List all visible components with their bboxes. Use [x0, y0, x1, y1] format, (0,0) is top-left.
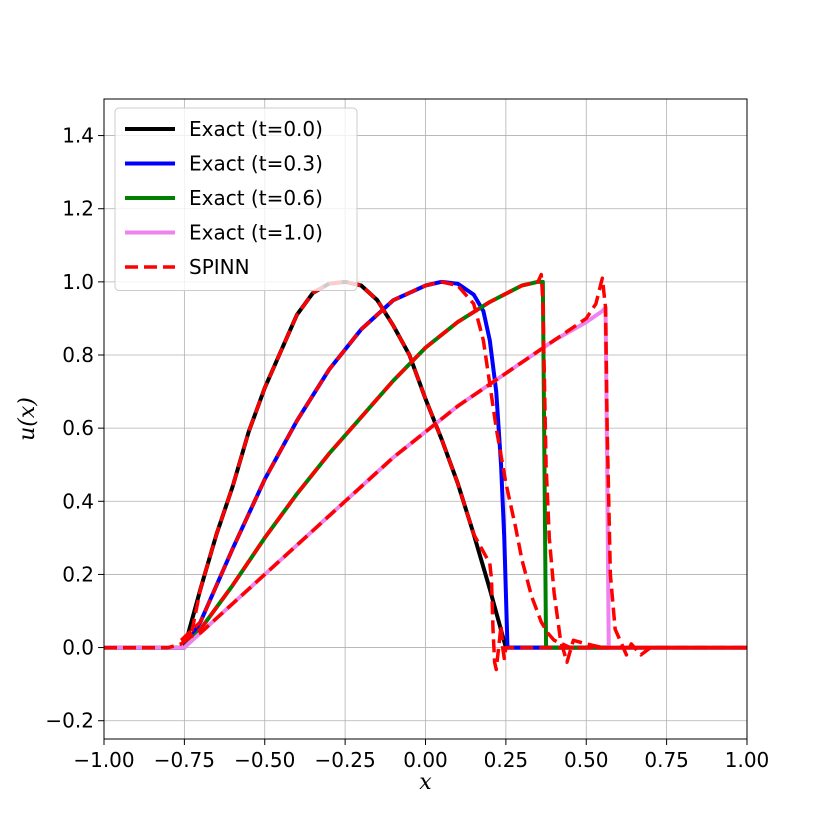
x-tick-label: −0.50 — [234, 748, 295, 772]
y-axis-label: u(x) — [15, 397, 40, 441]
y-tick-label: 0.6 — [62, 416, 94, 440]
series-line-spinn-1 — [104, 280, 747, 672]
legend: Exact (t=0.0) Exact (t=0.3) Exact (t=0.6) E… — [114, 107, 358, 291]
y-axis: −0.2 0.0 0.2 0.4 0.6 0.8 1.0 1.2 1.4 — [45, 124, 104, 733]
y-tick-label: 1.2 — [62, 197, 94, 221]
y-tick-label: −0.2 — [45, 709, 94, 733]
x-axis-label: x — [419, 770, 432, 795]
grid-lines — [103, 99, 748, 739]
x-tick-label: −0.25 — [314, 748, 375, 772]
x-tick-label: −1.00 — [73, 748, 134, 772]
x-tick-label: 1.00 — [725, 748, 770, 772]
y-tick-label: 1.0 — [62, 270, 94, 294]
y-tick-label: 1.4 — [62, 124, 94, 148]
series-line-spinn-2 — [179, 280, 747, 650]
y-tick-label: 0.0 — [62, 636, 94, 660]
x-tick-label: 0.00 — [403, 748, 448, 772]
y-tick-label: 0.2 — [62, 562, 94, 586]
series-line-spinn-3 — [180, 272, 747, 664]
series-line-spinn-4 — [180, 276, 747, 657]
y-tick-label: 0.4 — [62, 489, 94, 513]
x-tick-label: 0.75 — [644, 748, 689, 772]
x-tick-label: −0.75 — [154, 748, 215, 772]
y-tick-label: 0.8 — [62, 343, 94, 367]
legend-label: Exact (t=1.0) — [189, 221, 323, 245]
legend-label: Exact (t=0.0) — [189, 117, 323, 141]
legend-label: Exact (t=0.3) — [189, 152, 323, 176]
legend-box — [114, 107, 358, 291]
x-tick-label: 0.50 — [564, 748, 609, 772]
legend-label: Exact (t=0.6) — [189, 186, 323, 210]
legend-label: SPINN — [189, 255, 250, 279]
x-tick-label: 0.25 — [484, 748, 529, 772]
x-axis: −1.00 −0.75 −0.50 −0.25 0.00 0.25 0.50 0.75 1.00 — [73, 739, 769, 772]
